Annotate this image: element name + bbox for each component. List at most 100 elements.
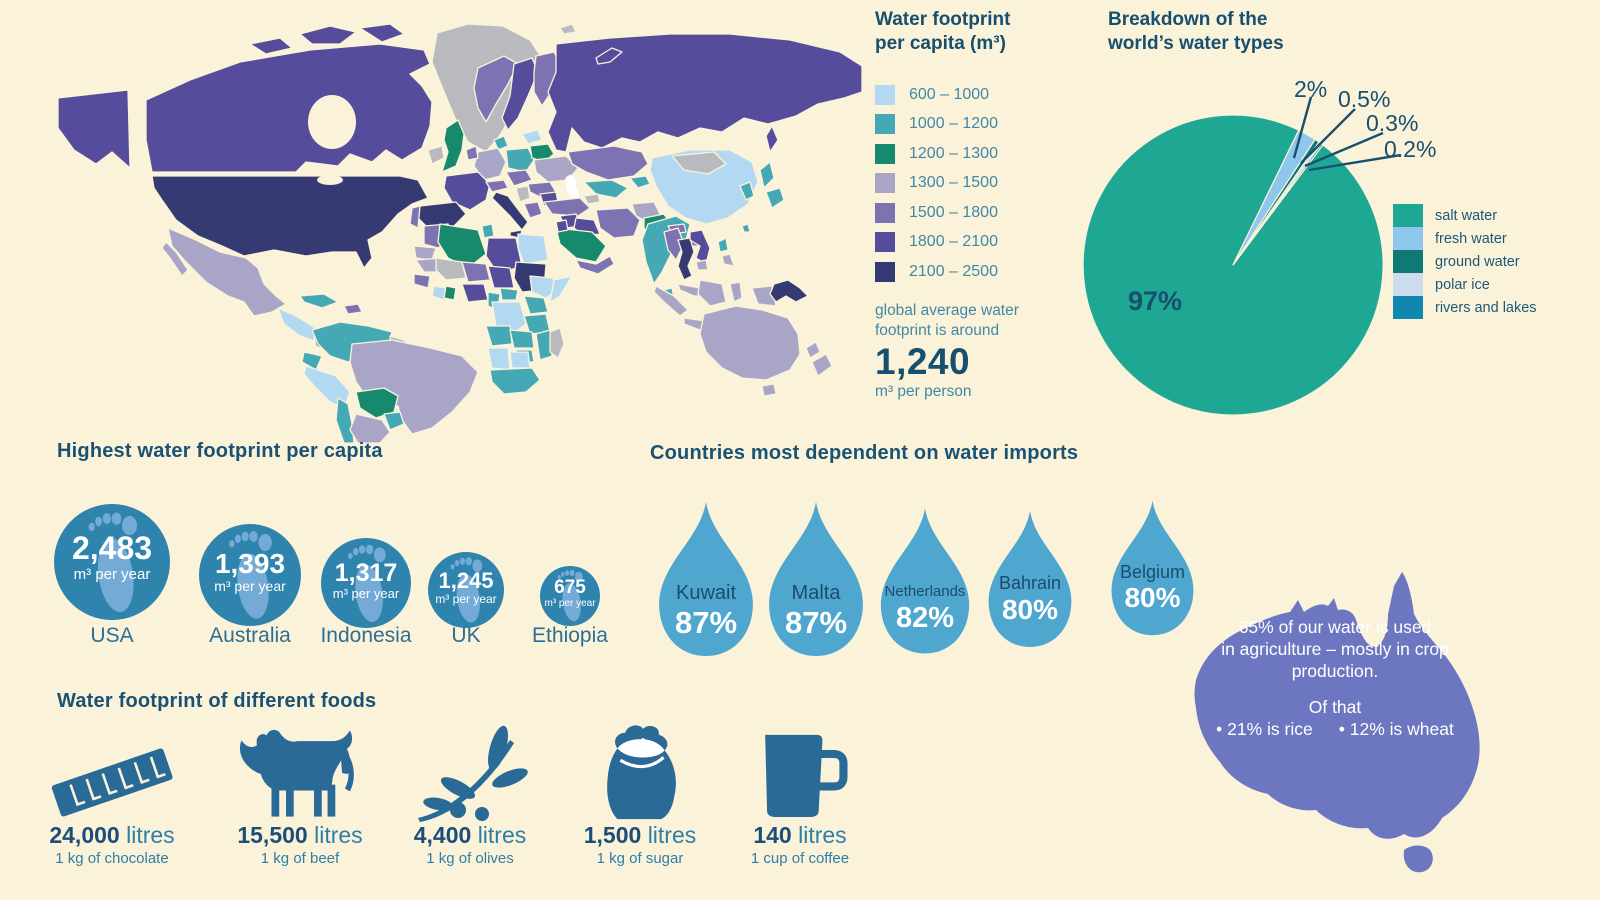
country-senegal <box>413 273 431 289</box>
country-cuba <box>299 293 339 309</box>
section-title-foods: Water footprint of different foods <box>57 690 377 712</box>
legend-swatch <box>1393 227 1423 250</box>
chocolate-bar-icon <box>51 748 173 817</box>
drop-country: Malta <box>791 582 841 605</box>
tasmania <box>1403 845 1433 873</box>
country-angola <box>485 325 513 347</box>
novaya-zemlya <box>595 47 623 65</box>
legend-item: 600 – 1000 <box>875 80 1110 110</box>
legend-swatch <box>1393 204 1423 227</box>
country-zambia <box>509 329 535 349</box>
country-kenya <box>523 295 549 315</box>
arctic-islands <box>359 23 405 43</box>
food-value: 140 litres <box>753 822 847 848</box>
water-drop-icon <box>988 511 1072 647</box>
food-caption: 1 kg of sugar <box>596 850 684 867</box>
country-australia <box>699 305 801 381</box>
footprint-icon <box>347 544 386 622</box>
country-portugal <box>409 205 421 229</box>
country-ireland <box>427 145 445 165</box>
legend-item: ground water <box>1393 250 1593 273</box>
food-value: 15,500 litres <box>237 822 363 848</box>
country-sweden <box>501 57 539 131</box>
drop-percentage: 80% <box>1001 593 1059 625</box>
country-mongolia <box>671 151 727 175</box>
country-new-zealand <box>811 353 833 377</box>
tasmania <box>761 383 777 397</box>
country-ghana <box>443 285 457 301</box>
western-sahara <box>413 245 437 261</box>
central-african-republic <box>499 287 519 301</box>
korea <box>739 181 755 201</box>
footprint-value: 1,245 <box>438 568 494 593</box>
country-namibia <box>487 347 511 371</box>
cow-icon <box>239 729 354 817</box>
global-average-note: global average water footprint is around <box>875 301 1019 339</box>
legend-item: 1500 – 1800 <box>875 198 1110 228</box>
yemen-oman <box>575 255 615 275</box>
baltic-states <box>521 129 543 145</box>
drop-country: Belgium <box>1119 562 1186 583</box>
footprint-country-label: Ethiopia <box>532 624 608 647</box>
legend-item: polar ice <box>1393 273 1593 296</box>
drop-percentage: 87% <box>784 604 848 640</box>
footprint-circle-australia: 1,393 m³ per year <box>199 524 301 626</box>
legend-item: salt water <box>1393 204 1593 227</box>
central-asia <box>583 179 629 199</box>
pie-callout-polar-ice: 0.3% <box>1366 110 1419 136</box>
country-poland <box>505 147 535 173</box>
taiwan <box>741 223 751 233</box>
sakhalin <box>765 125 779 153</box>
pie-callout-rivers-lakes: 0.2% <box>1384 136 1437 162</box>
world-map-choropleth <box>57 23 863 444</box>
country-tunisia <box>481 223 495 239</box>
svalbard <box>559 23 577 35</box>
country-argentina <box>349 413 391 444</box>
legend-swatch <box>875 84 895 105</box>
footprint-unit: m³ per year <box>332 586 400 602</box>
balkans <box>515 185 531 203</box>
footprint-icon <box>557 570 583 622</box>
arctic-islands <box>249 37 293 55</box>
country-japan <box>759 161 775 189</box>
country-norway <box>473 55 519 123</box>
australia-fact-detail: Of that • 21% is rice • 12% is wheat <box>1216 697 1454 739</box>
footprint-value: 2,483 <box>71 530 153 566</box>
country-denmark <box>493 135 509 151</box>
hudson-bay <box>308 95 356 149</box>
country-chad <box>487 265 515 289</box>
pie-percentage-label: 97% <box>1128 286 1183 316</box>
footprint-value: 675 <box>554 577 586 598</box>
footprint-icon <box>450 557 483 623</box>
water-drop-netherlands: Netherlands 82% <box>877 505 973 657</box>
country-botswana <box>509 351 531 369</box>
great-lakes <box>317 175 343 185</box>
map-legend: Water footprint per capita (m³) 600 – 10… <box>875 8 1110 401</box>
country-france <box>443 171 491 211</box>
drop-country: Netherlands <box>884 582 966 600</box>
country-brazil <box>349 339 479 435</box>
alpine-states <box>485 179 509 193</box>
water-drop-kuwait: Kuwait 87% <box>655 498 757 660</box>
legend-item: 1000 – 1200 <box>875 110 1110 140</box>
country-alaska <box>57 89 131 169</box>
footprint-value: 1,317 <box>334 559 398 587</box>
map-legend-title: Water footprint per capita (m³) <box>875 9 1011 54</box>
country-madagascar <box>549 327 565 359</box>
pie-callout-ground-water: 0.5% <box>1338 86 1391 112</box>
country-papua-new-guinea <box>769 279 809 303</box>
food-caption: 1 cup of coffee <box>750 850 850 867</box>
global-average-value: 1,240 <box>875 340 971 382</box>
pie-title: Breakdown of the world’s water types <box>1108 9 1284 54</box>
legend-swatch <box>875 261 895 282</box>
coffee-mug-icon <box>765 734 848 817</box>
footprint-icon <box>229 531 273 619</box>
section-title-footprints: Highest water footprint per capita <box>57 440 383 462</box>
legend-swatch <box>875 232 895 253</box>
country-uk <box>441 119 465 173</box>
legend-swatch <box>1393 273 1423 296</box>
philippines <box>721 253 735 267</box>
food-value: 4,400 litres <box>413 822 527 848</box>
country-paraguay <box>383 411 405 431</box>
footprint-icon <box>88 512 138 612</box>
